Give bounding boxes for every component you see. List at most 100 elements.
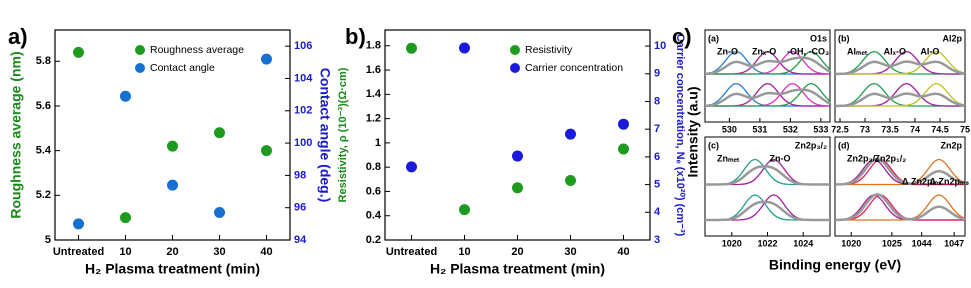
x-tick-label: 75: [960, 124, 970, 134]
y-tick-label: 1.8: [366, 40, 381, 52]
x-tick-label: 20: [511, 246, 523, 258]
legend-label: Resistivity: [525, 44, 573, 56]
data-point: [565, 128, 576, 140]
subplot-tag: (d): [838, 140, 850, 150]
data-point: [73, 218, 84, 230]
data-point: [261, 145, 272, 157]
y2-tick-label: 6: [654, 151, 660, 163]
spectrum-curve: [705, 50, 831, 75]
peak-label: Znₓ-O: [752, 46, 776, 56]
x-tick-label: Untreated: [53, 246, 104, 258]
subplot-frame: [704, 29, 831, 123]
x-tick-label: 1044: [912, 238, 932, 248]
legend-label: Contact angle: [150, 62, 215, 74]
y-tick-label: 5.8: [36, 55, 51, 67]
y-axis-title: Roughness average (nm): [8, 51, 24, 218]
x-axis-title: H₂ Plasma treatment (min): [85, 261, 260, 277]
y2-tick-label: 9: [654, 68, 660, 80]
data-point: [459, 42, 470, 54]
x-tick-label: 30: [564, 246, 576, 258]
peak-label: Alₓ-O: [884, 46, 906, 56]
peak-label: Δ Zn2pₘₛ: [902, 176, 942, 186]
y2-tick-label: 7: [654, 123, 660, 135]
data-point: [73, 46, 84, 58]
data-point: [214, 207, 225, 219]
subplot-frame: [834, 29, 966, 123]
data-point: [214, 127, 225, 139]
data-point: [167, 179, 178, 191]
y-tick-label: 5.6: [36, 100, 51, 112]
spectrum-envelope: [705, 165, 830, 186]
legend-marker: [135, 45, 145, 55]
x-tick-label: 74.5: [931, 124, 949, 134]
x-tick-label: 1047: [944, 238, 964, 248]
spectrum-envelope: [704, 88, 831, 108]
y-tick-label: 0.2: [366, 234, 381, 246]
peak-label: Zn2p₁/₂: [875, 153, 907, 163]
spectrum-curve: [835, 194, 966, 221]
x-tick-label: 40: [260, 246, 272, 258]
spectrum-envelope: [704, 56, 831, 76]
data-point: [565, 175, 576, 187]
peak-label: Alₘₑₜ: [847, 46, 868, 56]
y-tick-label: 1.6: [366, 64, 381, 76]
x-tick-label: 1025: [882, 238, 902, 248]
y2-tick-label: 10: [654, 40, 666, 52]
x-tick-label: 40: [617, 246, 629, 258]
legend-marker: [135, 63, 145, 73]
x-tick-label: 1020: [722, 238, 742, 248]
data-point: [512, 150, 523, 162]
subplot-title: O1s: [810, 33, 827, 43]
spectrum-curve: [835, 158, 965, 186]
peak-label: Zn-O: [770, 153, 791, 163]
x-tick-label: 532: [783, 124, 798, 134]
spectrum-envelope: [834, 92, 966, 108]
spectrum-envelope: [834, 60, 966, 76]
panel-label: a): [8, 24, 28, 49]
peak-label: Δ Zn2pₘₛ: [930, 176, 970, 186]
y-tick-label: 1.4: [366, 88, 382, 100]
subplot-tag: (a): [708, 33, 719, 43]
x-tick-label: Untreated: [386, 246, 437, 258]
spectrum-curve: [835, 194, 965, 221]
subplot-tag: (b): [838, 33, 850, 43]
peak-label: Al-O: [920, 46, 939, 56]
spectrum-envelope: [705, 200, 830, 222]
y2-tick-label: 94: [294, 234, 307, 246]
x-tick-label: 1022: [757, 238, 777, 248]
data-point: [512, 182, 523, 194]
x-axis-title: H₂ Plasma treatment (min): [430, 261, 605, 277]
x-tick-label: 531: [752, 124, 767, 134]
y2-tick-label: 100: [294, 137, 312, 149]
y-tick-label: 0.6: [366, 185, 381, 197]
peak-label: Znₘₑₜ: [717, 153, 740, 163]
x-tick-label: 10: [119, 246, 131, 258]
x-tick-label: 73: [860, 124, 870, 134]
legend-label: Carrier concentration: [525, 62, 623, 74]
legend-marker: [510, 45, 520, 55]
y2-axis-title: Carrier concentration, Nₑ (x10²⁰) (cm⁻³): [674, 34, 686, 237]
peak-label: Zn-O: [717, 46, 738, 56]
x-tick-label: 73.5: [881, 124, 899, 134]
y2-axis-title: Contact angle (deg.): [317, 68, 333, 203]
x-tick-label: 1020: [841, 238, 861, 248]
panel-label: b): [345, 24, 366, 49]
y2-tick-label: 5: [654, 178, 660, 190]
data-point: [167, 140, 178, 152]
x-tick-label: 30: [213, 246, 225, 258]
x-tick-label: 10: [458, 246, 470, 258]
spectrum-envelope: [834, 192, 966, 222]
data-point: [618, 118, 629, 130]
panel-label: c): [672, 24, 692, 49]
spectrum-curve: [704, 82, 830, 107]
y2-tick-label: 104: [294, 72, 313, 84]
y-tick-label: 5.4: [36, 145, 52, 157]
spectrum-curve: [835, 82, 966, 107]
x-tick-label: 1024: [793, 238, 813, 248]
subplot-title: Zn2p₃/₂: [795, 140, 827, 150]
y2-tick-label: 4: [654, 206, 661, 218]
x-tick-label: 530: [722, 124, 737, 134]
spectrum-envelope: [834, 157, 966, 186]
y-tick-label: 0.4: [366, 210, 382, 222]
x-tick-label: 20: [166, 246, 178, 258]
